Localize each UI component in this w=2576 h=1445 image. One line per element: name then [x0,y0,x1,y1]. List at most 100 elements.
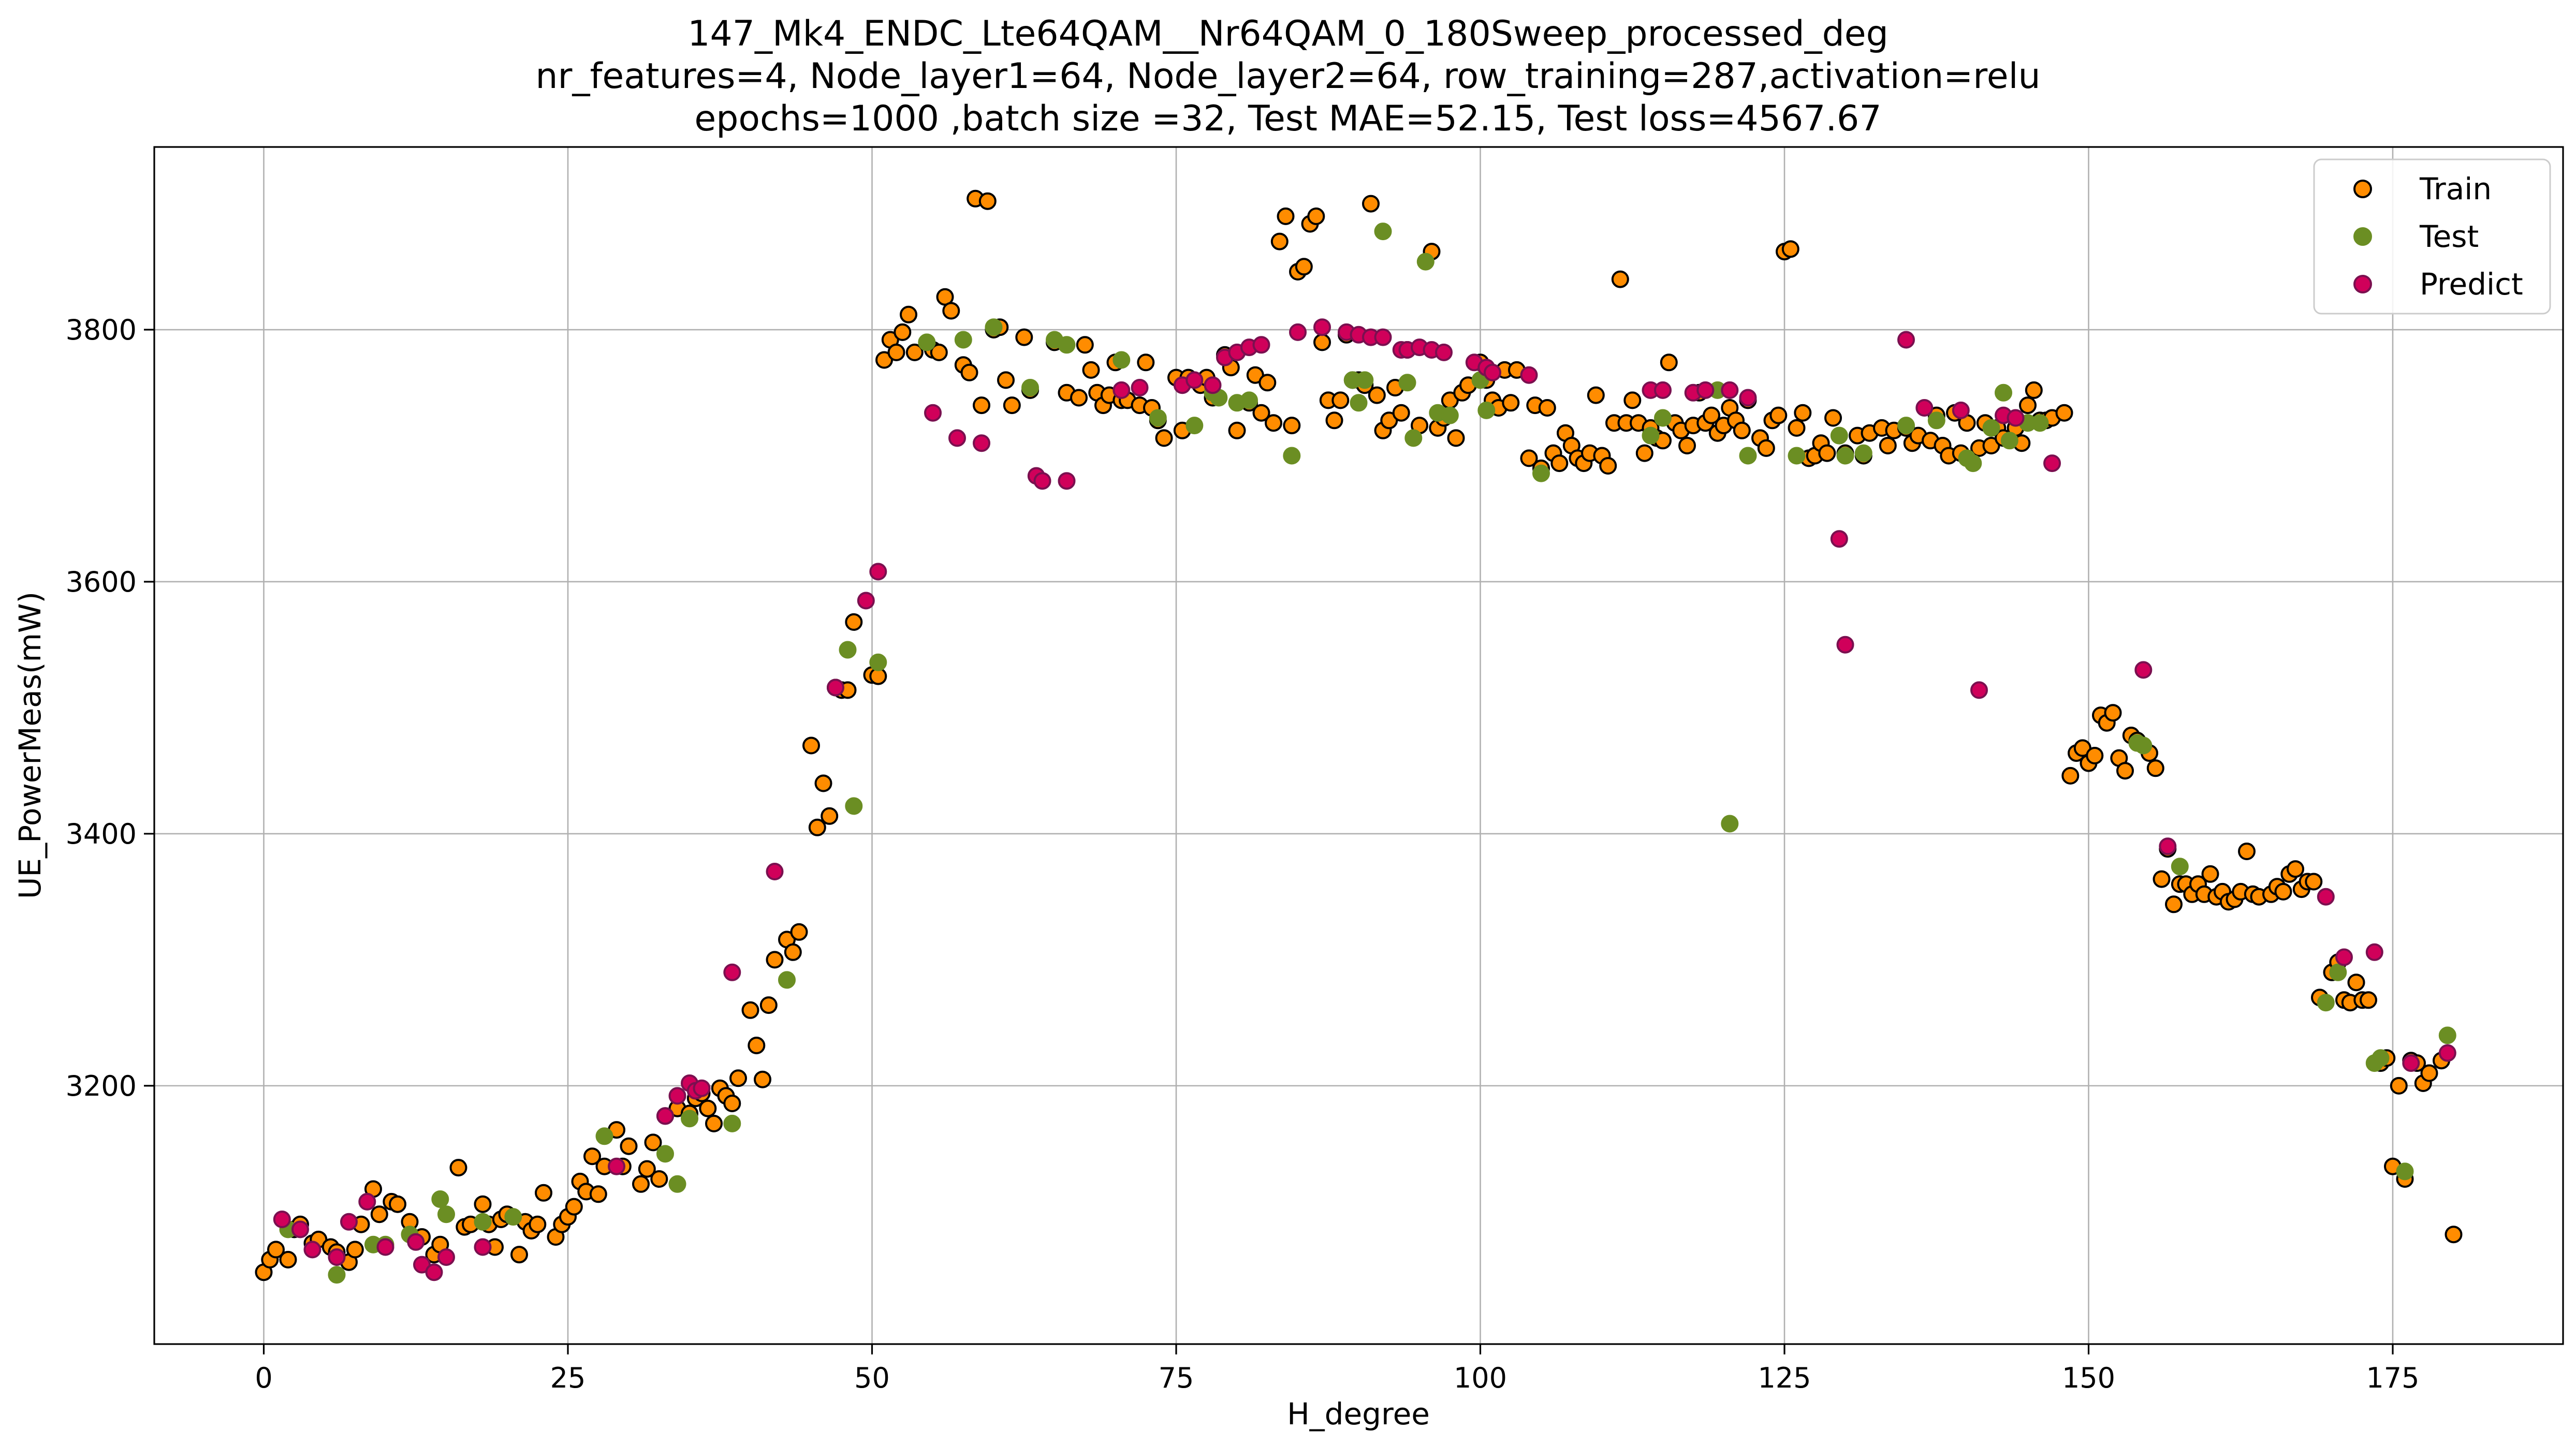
data-point-train [1003,396,1021,415]
data-point-test [1897,417,1915,435]
data-point-train [978,192,997,210]
data-point-test [668,1175,686,1193]
data-point-train [2104,704,2122,722]
data-point-train [1769,406,1788,424]
data-point-train [1155,429,1173,447]
data-point-predict [1131,379,1149,396]
data-point-predict [425,1263,443,1281]
data-point-train [2360,991,2377,1009]
grid-lines [154,147,2563,1344]
data-point-train [535,1184,552,1202]
data-point-test [1721,815,1739,833]
x-tick-label: 125 [1758,1362,1811,1394]
data-point-train [960,363,978,381]
chart-title: 147_Mk4_ENDC_Lte64QAM__Nr64QAM_0_180Swee… [535,13,2040,139]
data-point-train [1538,399,1556,417]
data-point-train [887,343,905,361]
data-point-train [802,736,820,755]
data-point-train [2086,747,2104,764]
data-point-predict [973,434,990,452]
data-point-train [2238,843,2256,860]
data-point-train [973,396,990,415]
data-point-train [705,1114,723,1132]
data-point-train [2390,1077,2408,1095]
data-point-predict [1970,681,1988,699]
data-point-train [1757,439,1775,457]
data-point-train [784,943,802,961]
data-point-test [2000,432,2018,450]
data-point-predict [1204,376,1222,394]
data-point-test [845,797,863,815]
data-point-train [1295,258,1313,276]
data-point-predict [407,1233,425,1251]
data-point-train [2153,870,2171,888]
legend-marker-train [2353,180,2372,198]
data-point-train [759,996,778,1014]
data-point-predict [2007,409,2025,427]
data-point-predict [1915,399,1934,417]
data-point-train [2287,860,2304,878]
y-tick-label: 3800 [66,314,137,346]
data-point-train [1283,417,1301,435]
data-point-train [1678,437,1696,454]
data-point-train [1520,449,1538,467]
data-point-train [1362,195,1380,213]
data-point-predict [1185,371,1204,389]
data-point-test [656,1145,674,1163]
data-point-test [474,1213,492,1231]
data-point-train [845,613,863,631]
data-point-test [2438,1026,2456,1044]
data-point-test [1113,351,1131,369]
data-point-train [267,1241,285,1259]
data-point-train [1879,437,1897,454]
data-point-test [954,331,972,349]
data-point-test [595,1127,613,1145]
data-point-predict [1313,318,1331,336]
data-point-train [1325,411,1343,430]
data-point-train [474,1195,492,1213]
data-point-predict [766,863,784,880]
data-point-train [1781,240,1799,258]
data-point-train [583,1147,601,1166]
data-point-predict [2402,1054,2420,1072]
data-point-train [1331,391,1350,409]
data-point-test [1532,464,1550,482]
data-point-train [1818,444,1836,462]
data-point-predict [376,1238,394,1256]
data-point-train [650,1170,668,1188]
data-point-train [790,923,808,941]
data-point-test [328,1266,346,1284]
data-point-predict [656,1107,674,1125]
data-point-test [2329,963,2347,981]
data-point-train [1587,386,1605,404]
x-tick-label: 150 [2062,1362,2115,1394]
data-point-train [370,1205,388,1223]
x-tick-label: 75 [1159,1362,1194,1394]
data-points [255,189,2463,1284]
series-predict [273,318,2456,1281]
data-point-train [279,1250,297,1269]
data-point-predict [1113,381,1131,399]
data-point-train [1788,419,1806,437]
data-point-train [644,1133,662,1152]
data-point-train [346,1241,364,1259]
data-point-test [504,1208,522,1226]
data-point-predict [2043,454,2061,473]
data-point-predict [1484,363,1501,381]
legend-marker-predict [2353,275,2372,293]
data-point-train [1265,414,1282,432]
data-point-train [632,1175,650,1193]
data-point-train [821,807,839,825]
data-point-predict [1520,366,1538,384]
data-point-train [1070,389,1088,407]
data-point-train [2061,766,2080,785]
y-tick-label: 3600 [66,566,137,598]
data-point-train [1599,457,1617,475]
data-point-predict [303,1241,321,1259]
data-point-predict [273,1211,291,1228]
data-point-test [723,1114,741,1132]
data-point-predict [1435,343,1453,361]
data-point-train [1392,404,1410,422]
data-point-train [510,1246,528,1264]
data-point-train [1733,421,1751,439]
